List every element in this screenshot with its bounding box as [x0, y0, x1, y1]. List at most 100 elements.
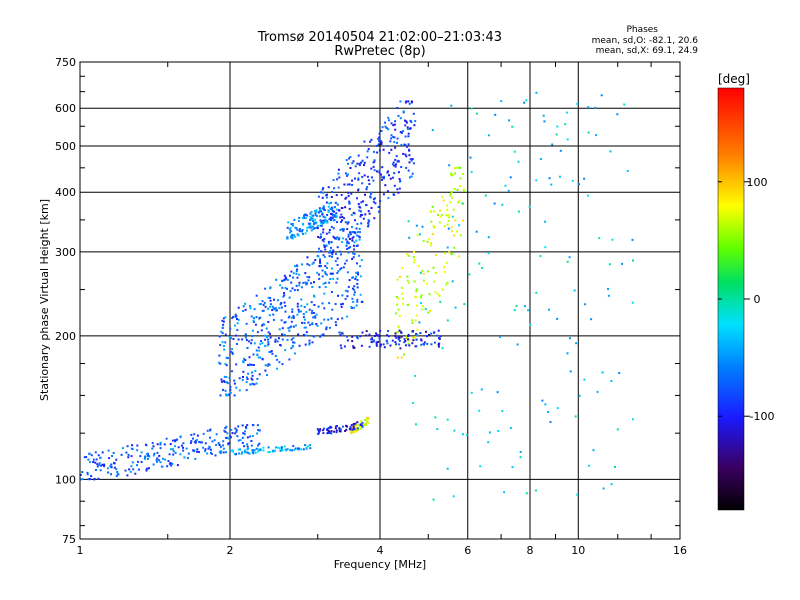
data-point: [235, 334, 238, 337]
data-point: [296, 305, 299, 308]
data-point: [433, 341, 436, 344]
data-point: [328, 229, 331, 231]
data-point: [329, 216, 332, 219]
data-point: [252, 452, 255, 455]
data-point: [322, 240, 325, 243]
data-point: [407, 338, 410, 341]
data-point: [296, 302, 299, 305]
data-point: [257, 429, 260, 431]
data-point: [361, 424, 363, 427]
data-point: [223, 348, 226, 351]
data-point: [218, 361, 220, 364]
data-point: [264, 287, 267, 290]
data-point: [230, 436, 232, 439]
data-point: [260, 340, 262, 343]
data-point: [252, 317, 255, 320]
data-point: [321, 213, 324, 216]
data-point: [290, 325, 293, 328]
data-point: [328, 255, 331, 258]
data-point: [341, 317, 344, 320]
data-point: [398, 343, 401, 346]
data-point: [360, 344, 363, 347]
data-point: [383, 175, 385, 178]
data-point: [387, 170, 389, 173]
data-point: [346, 271, 349, 274]
data-point: [330, 317, 333, 320]
data-point: [293, 341, 296, 344]
data-point: [368, 212, 371, 215]
data-point: [319, 233, 322, 236]
data-point: [317, 305, 320, 308]
data-point: [238, 389, 241, 392]
data-point: [404, 124, 407, 127]
data-point: [222, 444, 225, 447]
data-point: [93, 477, 96, 480]
data-point: [504, 184, 507, 187]
data-point: [231, 351, 234, 354]
data-point: [432, 331, 435, 334]
data-point: [86, 473, 89, 476]
data-point: [329, 207, 332, 210]
data-point: [325, 194, 328, 197]
data-point: [439, 216, 442, 218]
data-point: [218, 450, 221, 453]
data-point: [315, 215, 318, 217]
data-point: [284, 305, 287, 307]
data-point: [281, 279, 284, 282]
data-point: [432, 224, 435, 227]
data-point: [261, 300, 264, 303]
data-point: [367, 421, 370, 424]
data-point: [292, 445, 295, 447]
data-point: [113, 466, 116, 469]
data-point: [151, 447, 154, 450]
data-point: [461, 202, 464, 205]
data-point: [408, 149, 411, 152]
data-point: [356, 427, 359, 430]
data-point: [354, 232, 357, 235]
data-point: [242, 376, 244, 378]
data-point: [346, 290, 349, 293]
data-point: [320, 250, 323, 253]
data-point: [167, 460, 170, 462]
data-point: [163, 443, 166, 446]
data-point: [218, 444, 221, 446]
data-point: [292, 315, 295, 318]
data-point: [249, 307, 252, 310]
data-point: [430, 244, 433, 247]
data-point: [322, 207, 325, 210]
data-point: [356, 197, 358, 200]
data-point: [222, 388, 224, 391]
data-point: [146, 467, 149, 470]
data-point: [321, 275, 324, 278]
data-point: [456, 230, 459, 233]
data-point: [308, 323, 311, 326]
data-point: [359, 423, 362, 426]
data-point: [218, 335, 221, 338]
data-point: [377, 143, 380, 146]
data-point: [602, 487, 605, 490]
data-point: [403, 353, 405, 356]
data-point: [245, 389, 248, 392]
data-point: [314, 209, 317, 212]
data-point: [363, 140, 366, 143]
data-point: [445, 214, 448, 217]
data-point: [347, 242, 350, 245]
data-point: [338, 429, 341, 432]
data-point: [330, 196, 333, 198]
data-point: [298, 230, 301, 233]
data-point: [446, 204, 448, 207]
data-point: [320, 224, 323, 227]
data-point: [305, 311, 308, 313]
data-point: [352, 431, 355, 434]
data-point: [217, 442, 220, 445]
data-point: [422, 279, 425, 282]
data-point: [487, 252, 490, 255]
data-point: [307, 226, 310, 229]
data-point: [406, 279, 409, 282]
data-point: [632, 259, 634, 262]
data-point: [81, 478, 84, 481]
data-point: [250, 342, 253, 345]
data-point: [241, 441, 244, 444]
data-point: [171, 439, 174, 442]
data-point: [315, 221, 318, 224]
